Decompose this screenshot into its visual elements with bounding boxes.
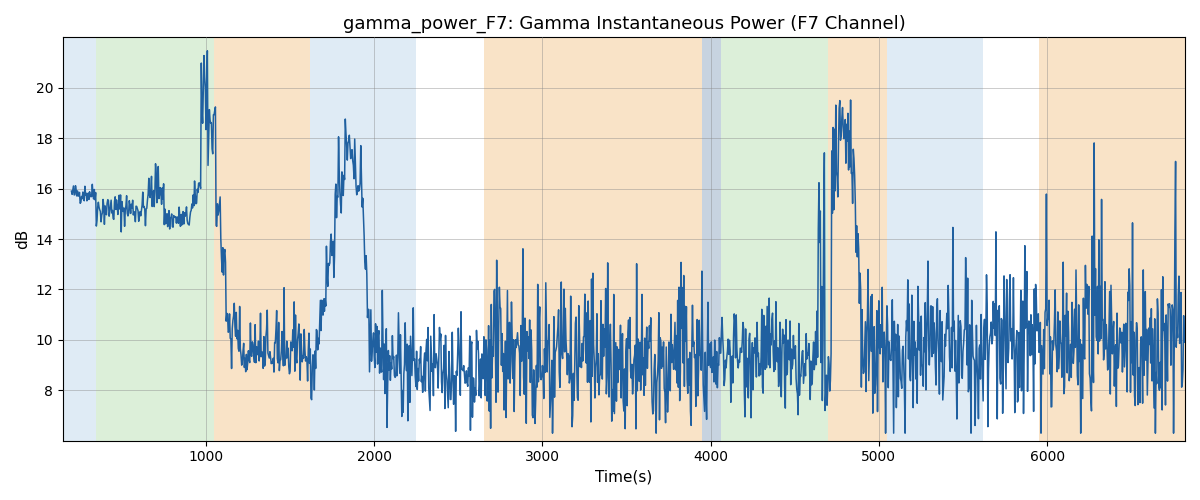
Bar — [1039, 38, 1186, 440]
Bar — [721, 38, 828, 440]
Bar — [96, 38, 215, 440]
Bar — [887, 38, 983, 440]
Title: gamma_power_F7: Gamma Instantaneous Power (F7 Channel): gamma_power_F7: Gamma Instantaneous Powe… — [343, 15, 905, 34]
Y-axis label: dB: dB — [16, 229, 30, 249]
Bar — [64, 38, 96, 440]
Bar — [702, 38, 721, 440]
X-axis label: Time(s): Time(s) — [595, 470, 653, 485]
Bar — [311, 38, 416, 440]
Bar — [215, 38, 311, 440]
Bar — [484, 38, 702, 440]
Bar — [828, 38, 887, 440]
